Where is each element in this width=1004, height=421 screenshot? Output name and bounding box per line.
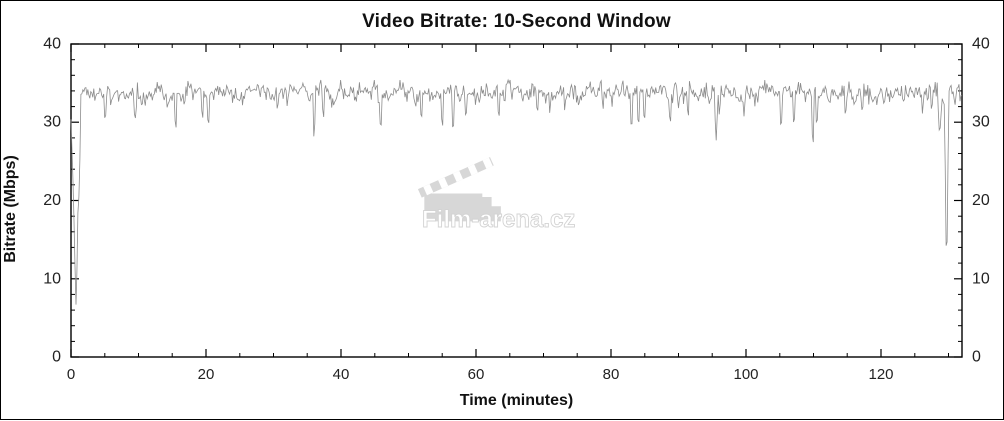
svg-text:120: 120 <box>868 366 893 383</box>
svg-text:0: 0 <box>972 349 981 366</box>
svg-text:20: 20 <box>198 366 215 383</box>
svg-text:20: 20 <box>43 192 61 209</box>
svg-text:100: 100 <box>733 366 758 383</box>
svg-text:30: 30 <box>43 114 61 131</box>
svg-text:0: 0 <box>52 349 61 366</box>
svg-text:40: 40 <box>972 36 990 53</box>
svg-text:10: 10 <box>43 270 61 287</box>
svg-text:40: 40 <box>43 36 61 53</box>
svg-text:0: 0 <box>67 366 75 383</box>
svg-text:40: 40 <box>333 366 350 383</box>
svg-text:10: 10 <box>972 270 990 287</box>
svg-text:30: 30 <box>972 114 990 131</box>
svg-text:20: 20 <box>972 192 990 209</box>
svg-text:60: 60 <box>468 366 485 383</box>
svg-text:80: 80 <box>603 366 620 383</box>
svg-text:Film-arena.cz: Film-arena.cz <box>422 206 575 233</box>
